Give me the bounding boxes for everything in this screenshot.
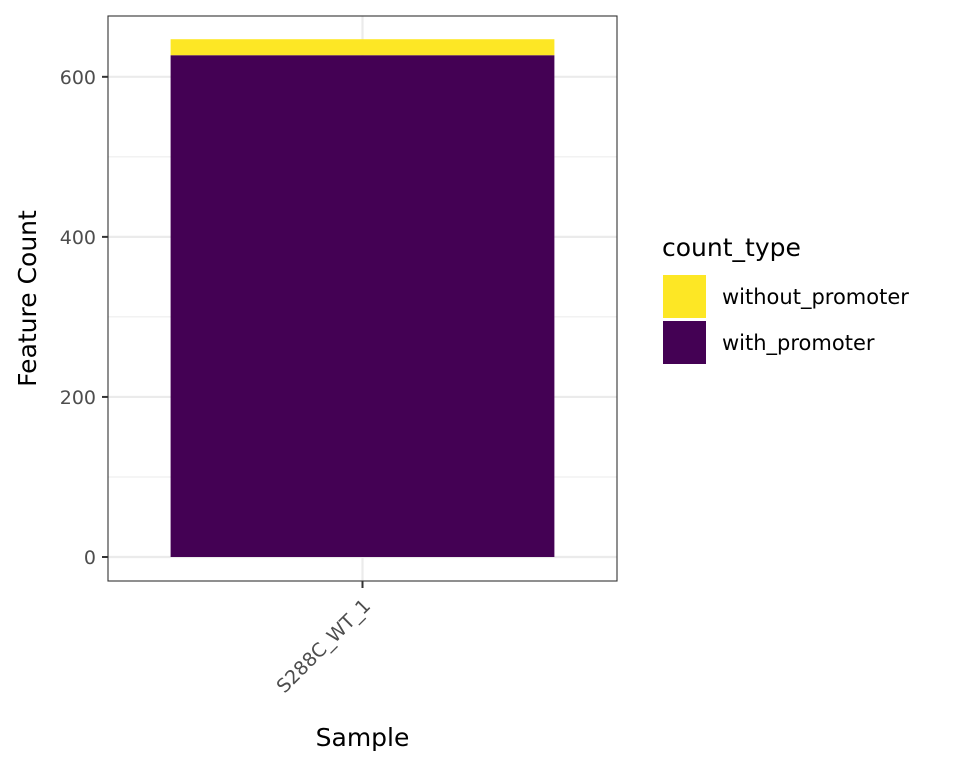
legend-key-without_promoter — [663, 275, 706, 318]
y-tick-label: 200 — [60, 387, 96, 409]
bar-with_promoter — [170, 55, 555, 557]
y-axis-title: Feature Count — [13, 210, 42, 387]
legend-key-with_promoter — [663, 321, 706, 364]
y-tick-label: 0 — [84, 547, 96, 569]
x-axis: S288C_WT_1 — [272, 581, 375, 698]
x-axis-title: Sample — [316, 723, 410, 752]
legend-label-with_promoter: with_promoter — [722, 331, 875, 356]
plot-panel — [107, 15, 618, 582]
legend: count_type without_promoter with_promoter — [662, 233, 909, 364]
y-axis: 0 200 400 600 — [60, 67, 108, 569]
y-tick-label: 600 — [60, 67, 96, 89]
bars — [170, 39, 555, 557]
x-tick-label: S288C_WT_1 — [272, 595, 375, 698]
y-tick-label: 400 — [60, 227, 96, 249]
legend-label-without_promoter: without_promoter — [722, 285, 909, 310]
legend-title: count_type — [662, 233, 801, 262]
bar-without_promoter — [170, 39, 555, 56]
